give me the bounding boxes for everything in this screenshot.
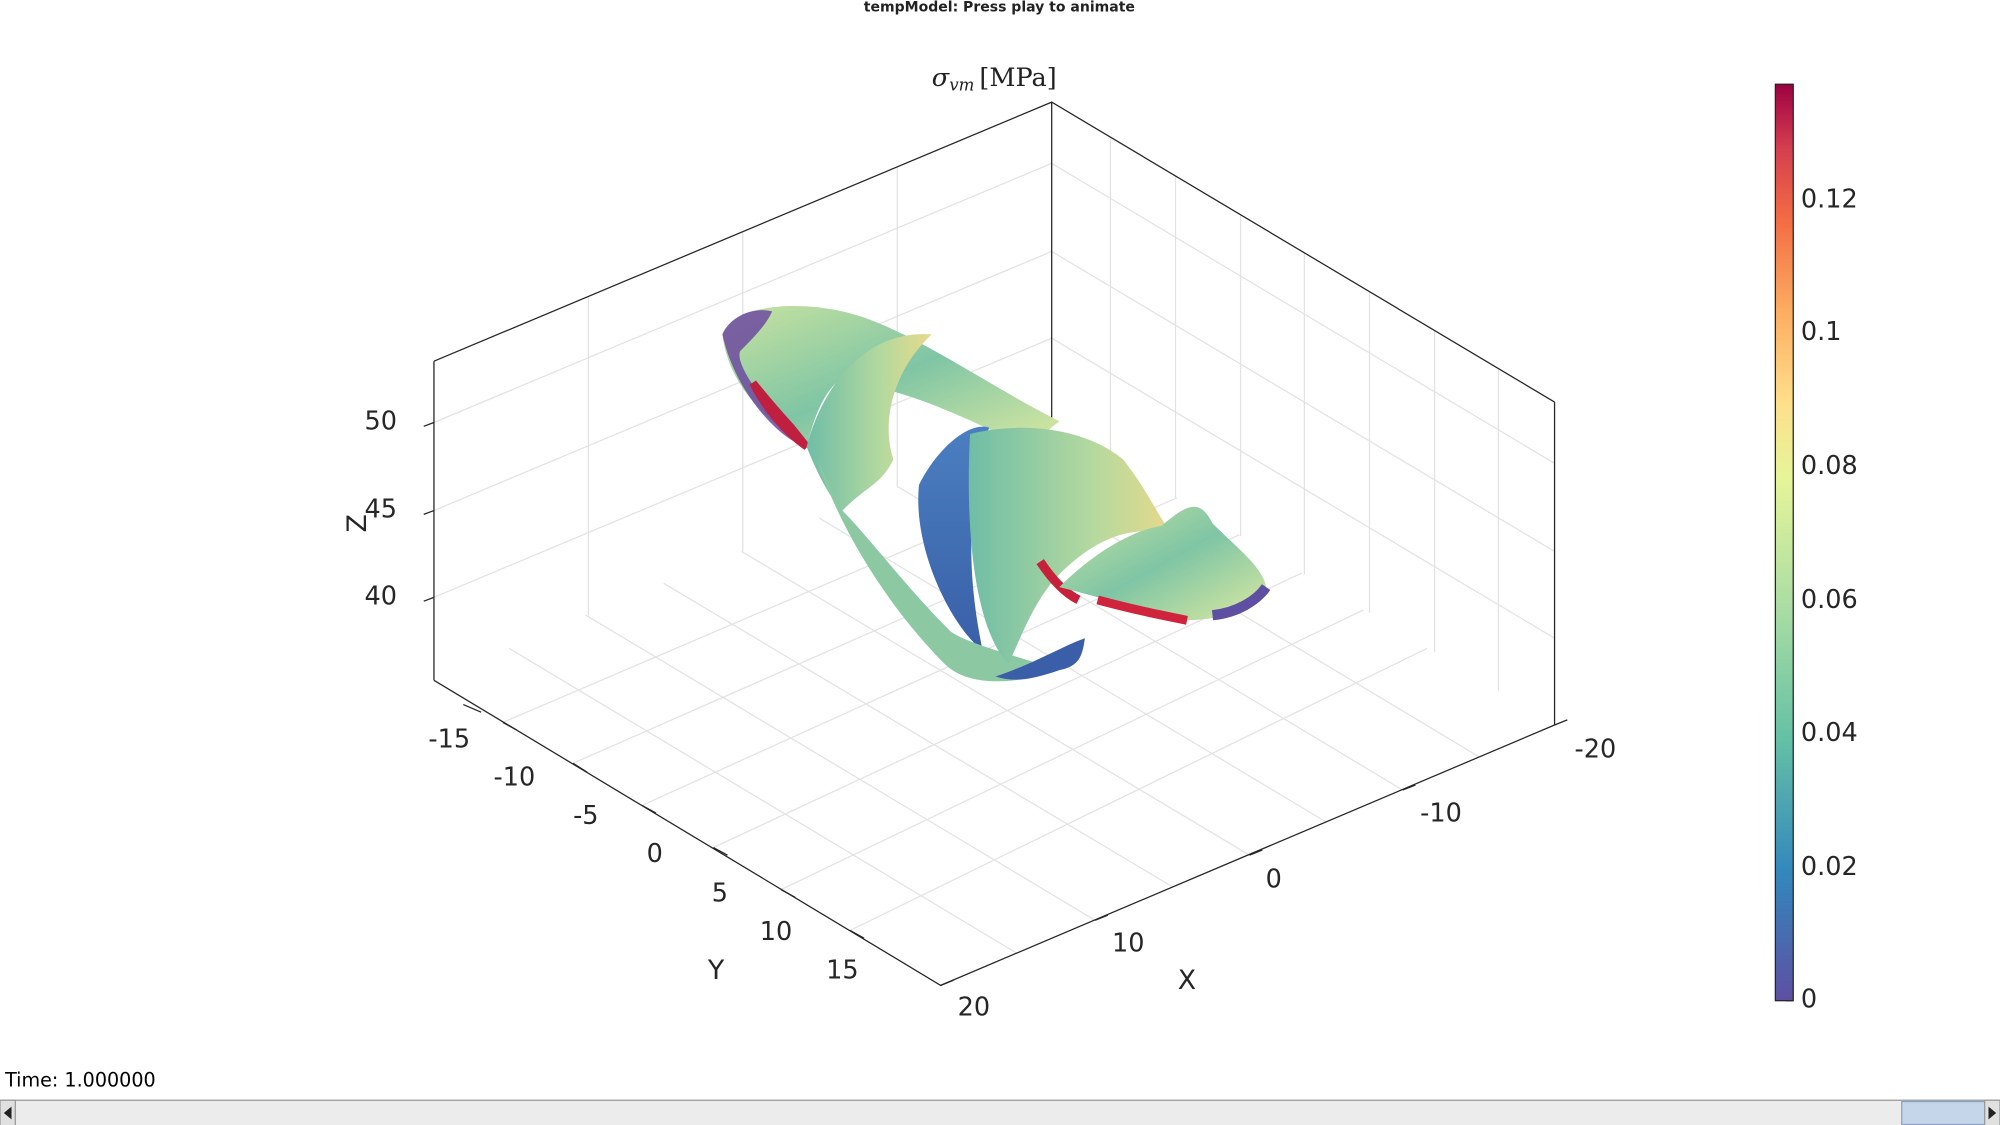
colorbar-tick-label: 0.04 (1801, 718, 1858, 748)
z-tick-mark (423, 421, 435, 427)
y-tick-label: 5 (712, 879, 728, 909)
colorbar-tick-label: 0.12 (1801, 184, 1858, 214)
x-tick-mark (1094, 914, 1109, 921)
grid (433, 136, 1555, 955)
y-tick-mark (502, 721, 518, 731)
colorbar-tick-label: 0.1 (1801, 317, 1842, 347)
axes-box (433, 101, 1556, 987)
y-tick-label: 10 (760, 917, 792, 947)
x-tick-label: 10 (1112, 929, 1144, 959)
y-tick-mark (572, 762, 588, 773)
y-tick-mark (641, 804, 657, 814)
colorbar-tick-label: 0.02 (1801, 852, 1858, 882)
z-tick-mark (423, 596, 435, 602)
y-tick-mark (849, 929, 865, 939)
surface-patch (995, 638, 1085, 680)
x-tick-mark (1402, 784, 1416, 791)
grid-line (508, 453, 1480, 955)
z-tick-label: 40 (364, 581, 396, 611)
left-arrow (3, 1106, 12, 1120)
y-tick-mark (463, 703, 482, 713)
z-axis-label: Z (342, 514, 373, 532)
z-tick-label: 50 (364, 406, 396, 436)
slider-track[interactable] (0, 1099, 2000, 1125)
window-title: tempModel: Press play to animate (864, 0, 1135, 16)
surface-patch (1096, 595, 1188, 625)
y-tick-mark (780, 889, 796, 898)
x-tick-label: -20 (1575, 735, 1617, 765)
y-tick-label: 15 (826, 955, 858, 985)
y-tick-mark (713, 846, 728, 856)
y-tick-label: -15 (428, 724, 470, 754)
y-axis-label: Y (707, 955, 725, 986)
x-tick-mark (1249, 849, 1263, 856)
colorbar (1774, 83, 1794, 1002)
x-tick-mark (1554, 719, 1568, 726)
grid-line (1109, 136, 1500, 691)
time-label: Time: 1.000000 (4, 1069, 156, 1092)
surface-patch (722, 310, 807, 447)
slider-thumb[interactable] (1901, 1100, 1986, 1125)
colorbar-tick-label: 0 (1801, 985, 1817, 1015)
right-arrow (1988, 1106, 1997, 1120)
y-tick-label: -5 (573, 801, 598, 831)
y-tick-label: -10 (494, 763, 536, 793)
surface-patch (1036, 559, 1081, 604)
grid-line (587, 167, 898, 616)
x-tick-label: -10 (1420, 798, 1462, 828)
time-slider[interactable] (0, 1099, 2000, 1125)
surface (722, 306, 1271, 682)
x-tick-label: 0 (1266, 865, 1282, 895)
colorbar-tick-label: 0.08 (1801, 451, 1858, 481)
surface-patch (968, 427, 1175, 664)
y-tick-label: 0 (647, 839, 663, 869)
z-tick-mark (423, 509, 435, 515)
surface-patch (806, 334, 932, 511)
surface-patch (1059, 506, 1267, 621)
axes-title-unit: [MPa] (979, 63, 1056, 93)
x-tick-mark (940, 979, 954, 986)
x-axis-label: X (1178, 965, 1196, 996)
axes-title-subscript: vm (949, 75, 974, 94)
axes-title: σvm [MPa] (932, 63, 1057, 94)
z-tick-label: 45 (364, 495, 396, 525)
surface-patch (749, 380, 810, 450)
x-tick-label: 20 (958, 992, 990, 1022)
surface-patch (1211, 584, 1271, 621)
ticks: 50 45 40 -15 -10 -5 0 5 10 15 20 10 0 -10 -20 0.12 0.1 0.… (364, 184, 1857, 1022)
surface-patch (816, 459, 1060, 682)
axes-title-symbol: σ (932, 63, 950, 93)
colorbar-tick-label: 0.06 (1801, 585, 1858, 615)
